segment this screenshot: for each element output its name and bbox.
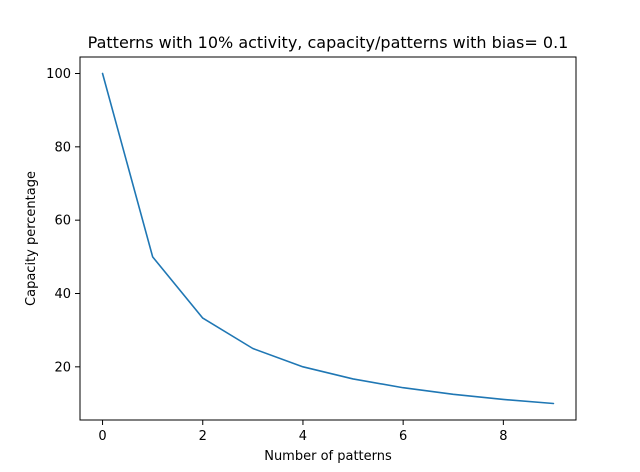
x-tick-label: 4 [299,429,307,444]
y-tick-label: 100 [46,67,71,82]
y-tick-label: 80 [54,140,71,155]
series-line [101,72,555,405]
y-axis-label: Capacity percentage [24,171,39,306]
chart-title: Patterns with 10% activity, capacity/pat… [88,33,569,52]
x-axis-label: Number of patterns [264,449,392,464]
x-tick-label: 6 [399,429,407,444]
x-tick-label: 0 [98,429,106,444]
series-layer [101,72,555,405]
y-tick-label: 40 [54,287,71,302]
y-tick-label: 60 [54,214,71,229]
plot-area [79,56,577,421]
y-tick-label: 20 [54,360,71,375]
y-axis-ticks: 20 40 60 80 100 [46,67,80,375]
x-tick-label: 8 [499,429,507,444]
x-axis-ticks: 0 2 4 6 8 [98,420,507,444]
x-tick-label: 2 [199,429,207,444]
